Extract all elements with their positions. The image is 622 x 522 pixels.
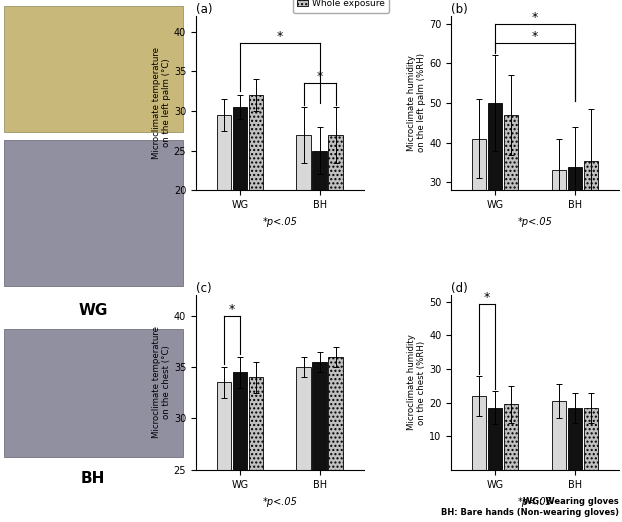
Y-axis label: Microclimate temperature
on the left palm (°C): Microclimate temperature on the left pal… bbox=[152, 47, 171, 159]
Bar bbox=[328, 357, 343, 522]
Bar bbox=[233, 372, 247, 522]
Y-axis label: Microclimate humidity
on the chest (%RH): Microclimate humidity on the chest (%RH) bbox=[407, 335, 426, 431]
Text: *: * bbox=[277, 30, 283, 43]
Text: *p<.05: *p<.05 bbox=[518, 497, 552, 507]
Bar bbox=[471, 139, 486, 302]
Bar bbox=[312, 151, 327, 349]
Text: *: * bbox=[317, 70, 323, 83]
FancyBboxPatch shape bbox=[4, 140, 183, 287]
Text: *p<.05: *p<.05 bbox=[518, 217, 552, 227]
Bar bbox=[488, 103, 503, 302]
Bar bbox=[216, 115, 231, 349]
Bar bbox=[504, 405, 518, 470]
Bar bbox=[583, 408, 598, 470]
Y-axis label: Microclimate humidity
on the left palm (%RH): Microclimate humidity on the left palm (… bbox=[407, 53, 426, 152]
Bar bbox=[216, 383, 231, 522]
Text: *p<.05: *p<.05 bbox=[262, 497, 297, 507]
Text: *: * bbox=[229, 303, 235, 316]
Bar bbox=[249, 95, 263, 349]
FancyBboxPatch shape bbox=[4, 329, 183, 457]
Text: *: * bbox=[484, 291, 490, 303]
Bar bbox=[552, 171, 566, 302]
Text: BH: BH bbox=[81, 470, 106, 485]
Bar bbox=[583, 161, 598, 302]
Text: (b): (b) bbox=[451, 3, 468, 16]
Bar bbox=[504, 115, 518, 302]
Bar bbox=[249, 377, 263, 522]
Bar bbox=[568, 408, 582, 470]
Text: *: * bbox=[532, 30, 538, 43]
Bar bbox=[328, 135, 343, 349]
Text: (c): (c) bbox=[196, 282, 211, 295]
Bar bbox=[552, 401, 566, 470]
Text: *p<.05: *p<.05 bbox=[262, 217, 297, 227]
Text: WG: Wearing gloves
BH: Bare hands (Non-wearing gloves): WG: Wearing gloves BH: Bare hands (Non-w… bbox=[441, 497, 619, 517]
Bar bbox=[312, 362, 327, 522]
Bar bbox=[488, 408, 503, 470]
Text: WG: WG bbox=[78, 303, 108, 318]
Y-axis label: Microclimate temperature
on the chest (°C): Microclimate temperature on the chest (°… bbox=[152, 326, 171, 438]
FancyBboxPatch shape bbox=[4, 6, 183, 132]
Bar bbox=[297, 135, 311, 349]
Text: (d): (d) bbox=[451, 282, 468, 295]
Text: *: * bbox=[532, 10, 538, 23]
Legend: Initial 5 min, Last 5 min, Whole exposure: Initial 5 min, Last 5 min, Whole exposur… bbox=[293, 0, 389, 13]
Bar bbox=[471, 396, 486, 470]
Bar bbox=[233, 107, 247, 349]
Bar bbox=[568, 167, 582, 302]
Text: (a): (a) bbox=[196, 3, 213, 16]
Bar bbox=[297, 367, 311, 522]
